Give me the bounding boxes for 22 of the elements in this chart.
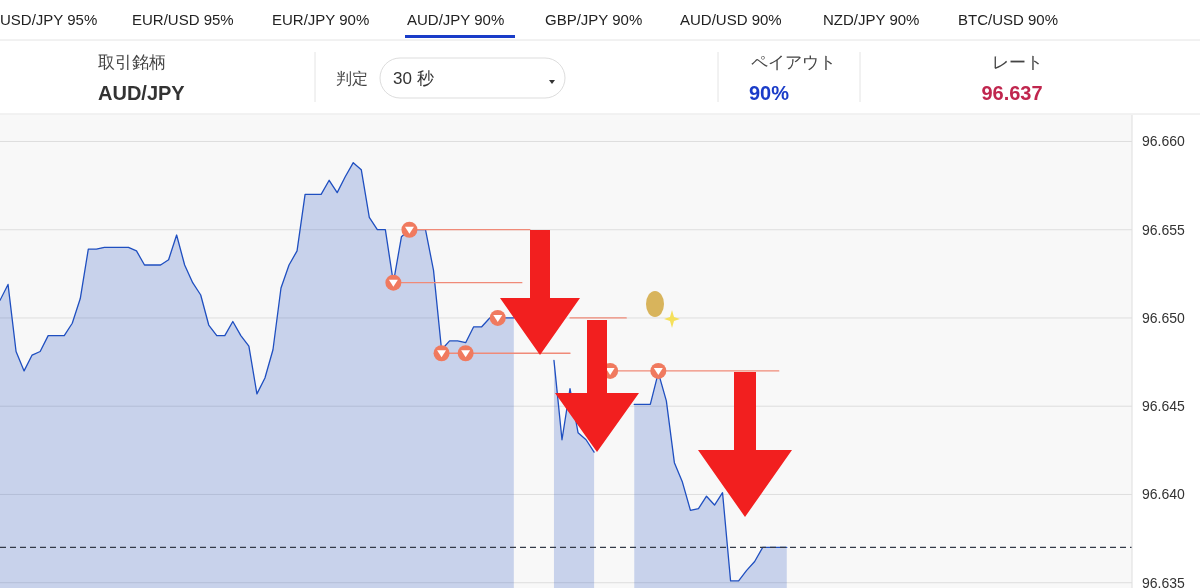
text: AUD/JPY 90% [407,10,505,28]
text: EUR/JPY 90% [272,10,370,28]
text: ペイアウト [750,52,836,72]
text: EUR/USD 95% [132,10,234,28]
text: 判定 [336,69,368,87]
text: GBP/JPY 90% [545,10,643,28]
y-tick-label: 96.650 [1142,309,1186,326]
text: 96.637 [981,82,1043,104]
text: レート [991,52,1043,72]
text: 取引銘柄 [98,52,166,72]
y-tick-label: 96.655 [1142,221,1186,238]
y-tick-label: 96.660 [1142,133,1186,150]
text: 30 秒 [393,68,434,88]
text: USD/JPY 95% [0,10,98,28]
y-tick-label: 96.635 [1142,574,1186,588]
y-tick-label: 96.645 [1142,398,1186,415]
y-tick-label: 96.640 [1142,486,1186,503]
text: 90% [748,82,790,104]
text: AUD/JPY [98,82,186,104]
text: NZD/JPY 90% [823,10,920,28]
text: AUD/USD 90% [680,10,782,28]
text: BTC/USD 90% [958,10,1059,28]
